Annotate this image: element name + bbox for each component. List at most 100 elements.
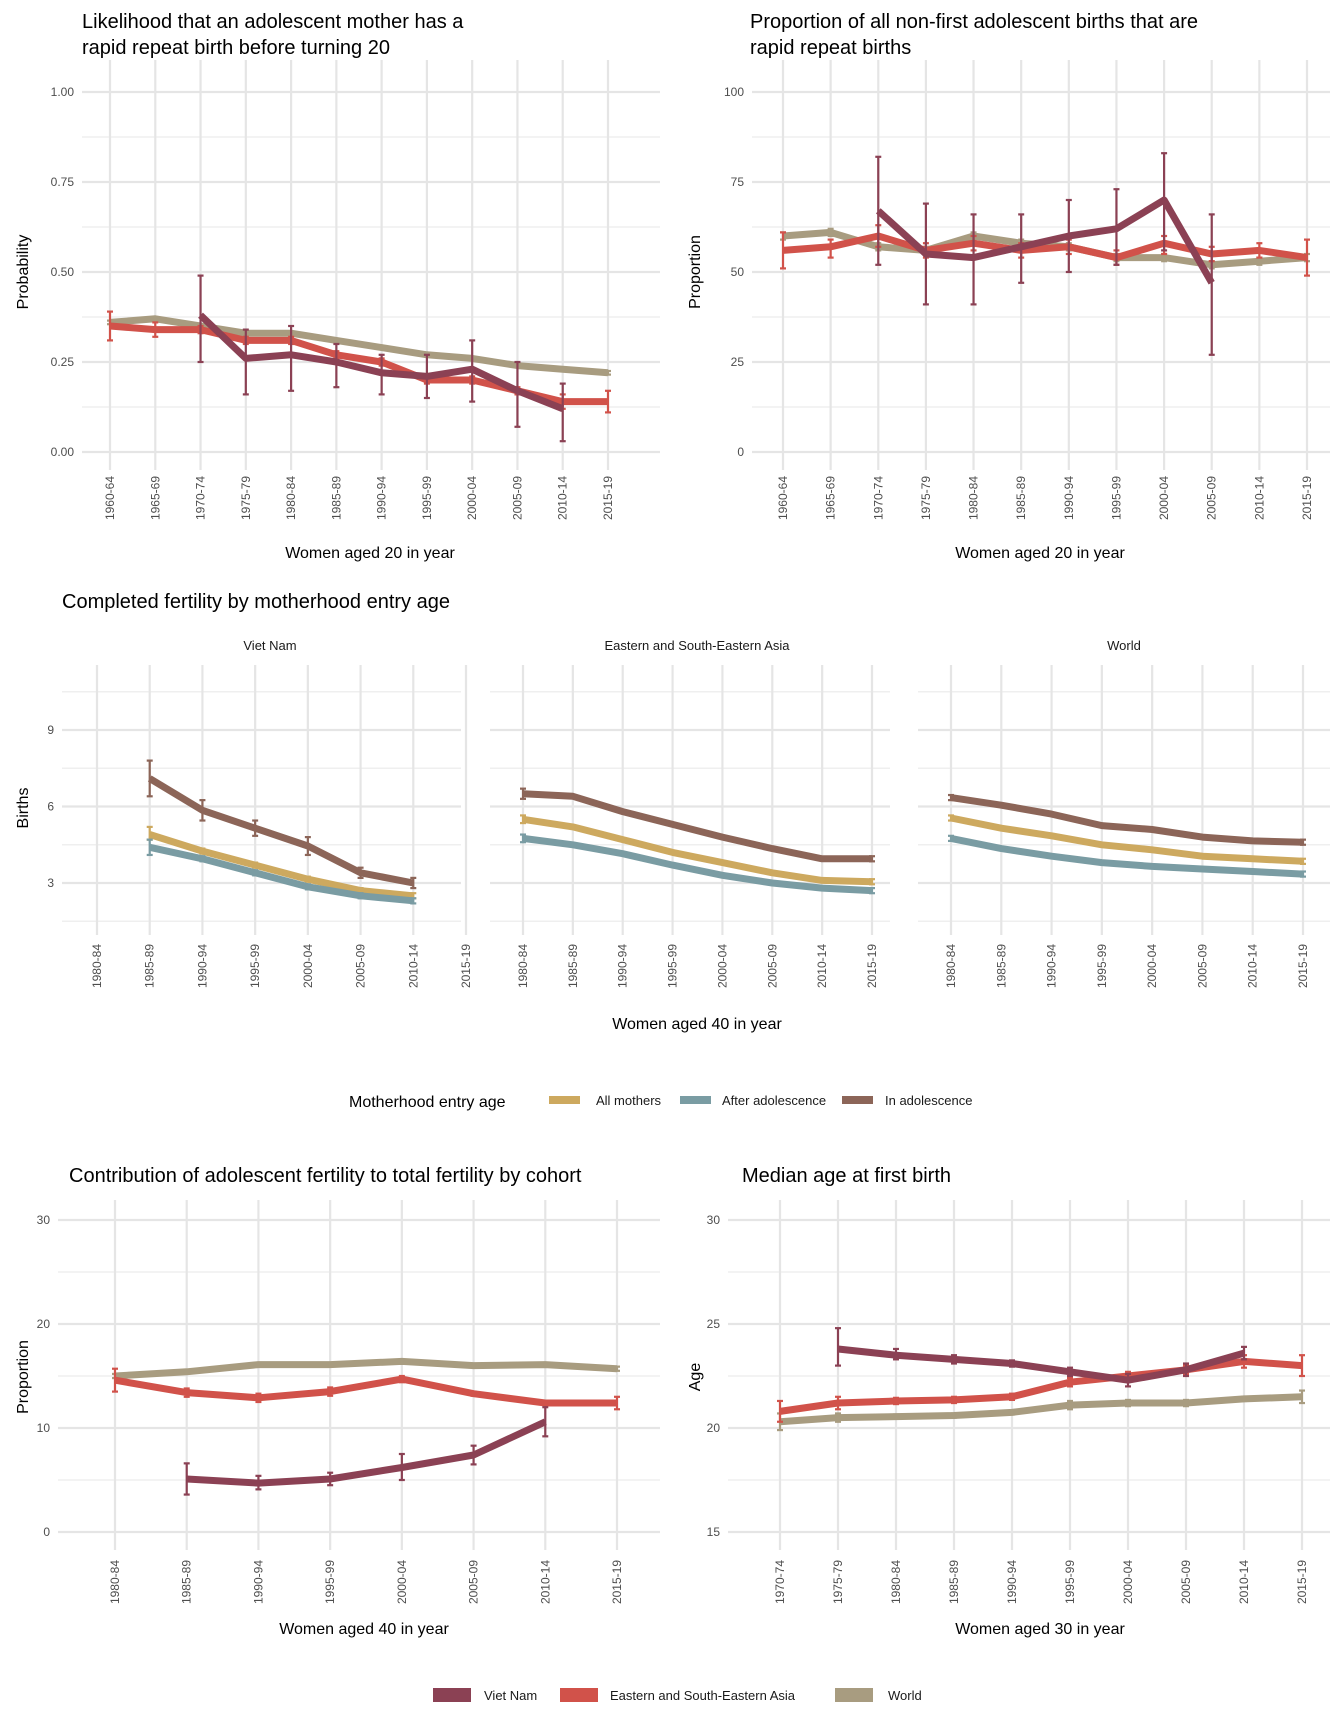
x-tick-label: 2000-04	[395, 1560, 409, 1604]
y-tick-label: 30	[37, 1213, 51, 1227]
x-tick-label: 2005-09	[1205, 476, 1219, 520]
series-viet-nam	[183, 1406, 549, 1496]
x-axis-label: Women aged 40 in year	[612, 1016, 782, 1033]
x-tick-label: 2015-19	[1300, 476, 1314, 520]
x-tick-label: 1990-94	[1045, 944, 1059, 988]
y-tick-label: 25	[707, 1317, 721, 1331]
x-axis-label: Women aged 20 in year	[285, 545, 455, 562]
y-axis-label: Births	[15, 788, 32, 829]
gridlines	[728, 1200, 1330, 1550]
facet-strip-world: World	[1107, 638, 1141, 653]
x-axis-label: Women aged 20 in year	[955, 545, 1125, 562]
y-axis-label: Proportion	[687, 235, 704, 309]
series-viet-nam	[197, 274, 566, 443]
x-tick-label: 1975-79	[831, 1560, 845, 1604]
x-tick-label: 1985-89	[947, 1560, 961, 1604]
y-axis-label: Age	[687, 1363, 704, 1392]
series-in-adolescence	[520, 787, 875, 863]
y-tick-label: 25	[731, 355, 745, 369]
x-tick-label: 1970-74	[773, 1560, 787, 1604]
x-tick-label: 1985-89	[180, 1560, 194, 1604]
legend-swatch-eastern-se-asia	[560, 1688, 598, 1702]
y-tick-label: 0	[43, 1525, 50, 1539]
series-all-mothers	[948, 814, 1306, 865]
series-in-adolescence	[146, 759, 417, 890]
x-tick-label: 2010-14	[1246, 944, 1260, 988]
x-tick-label: 1980-84	[284, 476, 298, 520]
series-world	[777, 1389, 1305, 1432]
series-eastern-and-south-eastern-asia	[780, 224, 1310, 277]
x-tick-label: 2010-14	[1237, 1560, 1251, 1604]
x-tick-label: 1970-74	[871, 476, 885, 520]
legend-label-world: World	[888, 1688, 922, 1703]
series-all-mothers	[520, 814, 875, 886]
series-line	[950, 834, 1304, 878]
series-line	[147, 775, 414, 887]
x-tick-label: 1990-94	[1005, 1560, 1019, 1604]
series-line	[109, 315, 609, 377]
chart-rapid-repeat-likelihood: 0.00 0.25 0.50 0.75 1.00 1960-64 1965-69 1970-7…	[15, 11, 660, 562]
series-in-adolescence	[948, 793, 1306, 846]
x-tick-label: 1970-74	[194, 476, 208, 520]
x-tick-label: 1980-84	[108, 1560, 122, 1604]
series-line	[522, 815, 873, 886]
x-tick-label: 1975-79	[239, 476, 253, 520]
series-line	[779, 1357, 1303, 1415]
y-tick-label: 100	[724, 85, 744, 99]
series-line	[522, 834, 873, 895]
x-tick-label: 2005-09	[765, 944, 779, 988]
x-tick-label: 1990-94	[616, 944, 630, 988]
y-tick-label: 20	[37, 1317, 51, 1331]
x-tick-label: 1960-64	[103, 476, 117, 520]
legend-label-viet-nam: Viet Nam	[484, 1688, 537, 1703]
x-tick-label: 1995-99	[248, 944, 262, 988]
x-tick-label: 2015-19	[865, 944, 879, 988]
series-line	[950, 814, 1304, 865]
x-tick-label: 1980-84	[944, 944, 958, 988]
y-tick-label: 0.00	[51, 445, 75, 459]
plot-area: 0 10 20 30 1980-84 1985-89 1990-94 1995-99 2000-…	[37, 1200, 660, 1604]
legend-motherhood-entry-age: Motherhood entry age All mothers After a…	[349, 1093, 972, 1111]
y-tick-label: 0.25	[51, 355, 75, 369]
y-tick-label: 1.00	[51, 85, 75, 99]
legend-swatch-all-mothers	[549, 1096, 580, 1104]
y-tick-label: 0.50	[51, 265, 75, 279]
series-line	[148, 843, 414, 905]
x-axis-label: Women aged 30 in year	[955, 1621, 1125, 1638]
gridlines	[82, 60, 660, 470]
legend-region: Viet Nam Eastern and South-Eastern Asia …	[433, 1688, 922, 1703]
facet-viet-nam: 3 6 9 1980-84 1985-89 1990-94 1995-99 2000-04 20…	[47, 665, 473, 988]
x-tick-label: 1965-69	[148, 476, 162, 520]
legend-label-in-adolescence: In adolescence	[885, 1093, 972, 1108]
x-tick-label: 2000-04	[301, 944, 315, 988]
y-tick-label: 50	[731, 265, 745, 279]
x-tick-label: 2005-09	[467, 1560, 481, 1604]
x-tick-label: 1980-84	[90, 944, 104, 988]
x-tick-label: 1975-79	[919, 476, 933, 520]
x-tick-label: 1980-84	[516, 944, 530, 988]
series-line	[148, 831, 414, 900]
chart-title: Completed fertility by motherhood entry …	[62, 591, 450, 613]
x-tick-label: 1995-99	[666, 944, 680, 988]
chart-title-line-2: rapid repeat birth before turning 20	[82, 37, 390, 59]
x-tick-label: 1990-94	[195, 944, 209, 988]
series-eastern-and-south-eastern-asia	[112, 1367, 620, 1411]
series-line	[875, 196, 1215, 285]
x-tick-label: 1995-99	[1095, 944, 1109, 988]
x-tick-label: 1985-89	[329, 476, 343, 520]
y-tick-label: 75	[731, 175, 745, 189]
y-tick-label: 0.75	[51, 175, 75, 189]
x-tick-label: 1995-99	[1063, 1560, 1077, 1604]
facet-world: 1980-84 1985-89 1990-94 1995-99 2000-04 2005-…	[918, 665, 1330, 988]
legend-title: Motherhood entry age	[349, 1094, 506, 1111]
x-tick-label: 1960-64	[776, 476, 790, 520]
y-tick-label: 20	[707, 1421, 721, 1435]
x-tick-label: 1985-89	[143, 944, 157, 988]
y-tick-label: 9	[47, 723, 54, 737]
chart-title-line-1: Likelihood that an adolescent mother has…	[82, 11, 464, 33]
x-tick-label: 1995-99	[1109, 476, 1123, 520]
series-after-adolescence	[146, 838, 417, 905]
series-viet-nam	[875, 152, 1215, 356]
series-line	[186, 1418, 547, 1487]
